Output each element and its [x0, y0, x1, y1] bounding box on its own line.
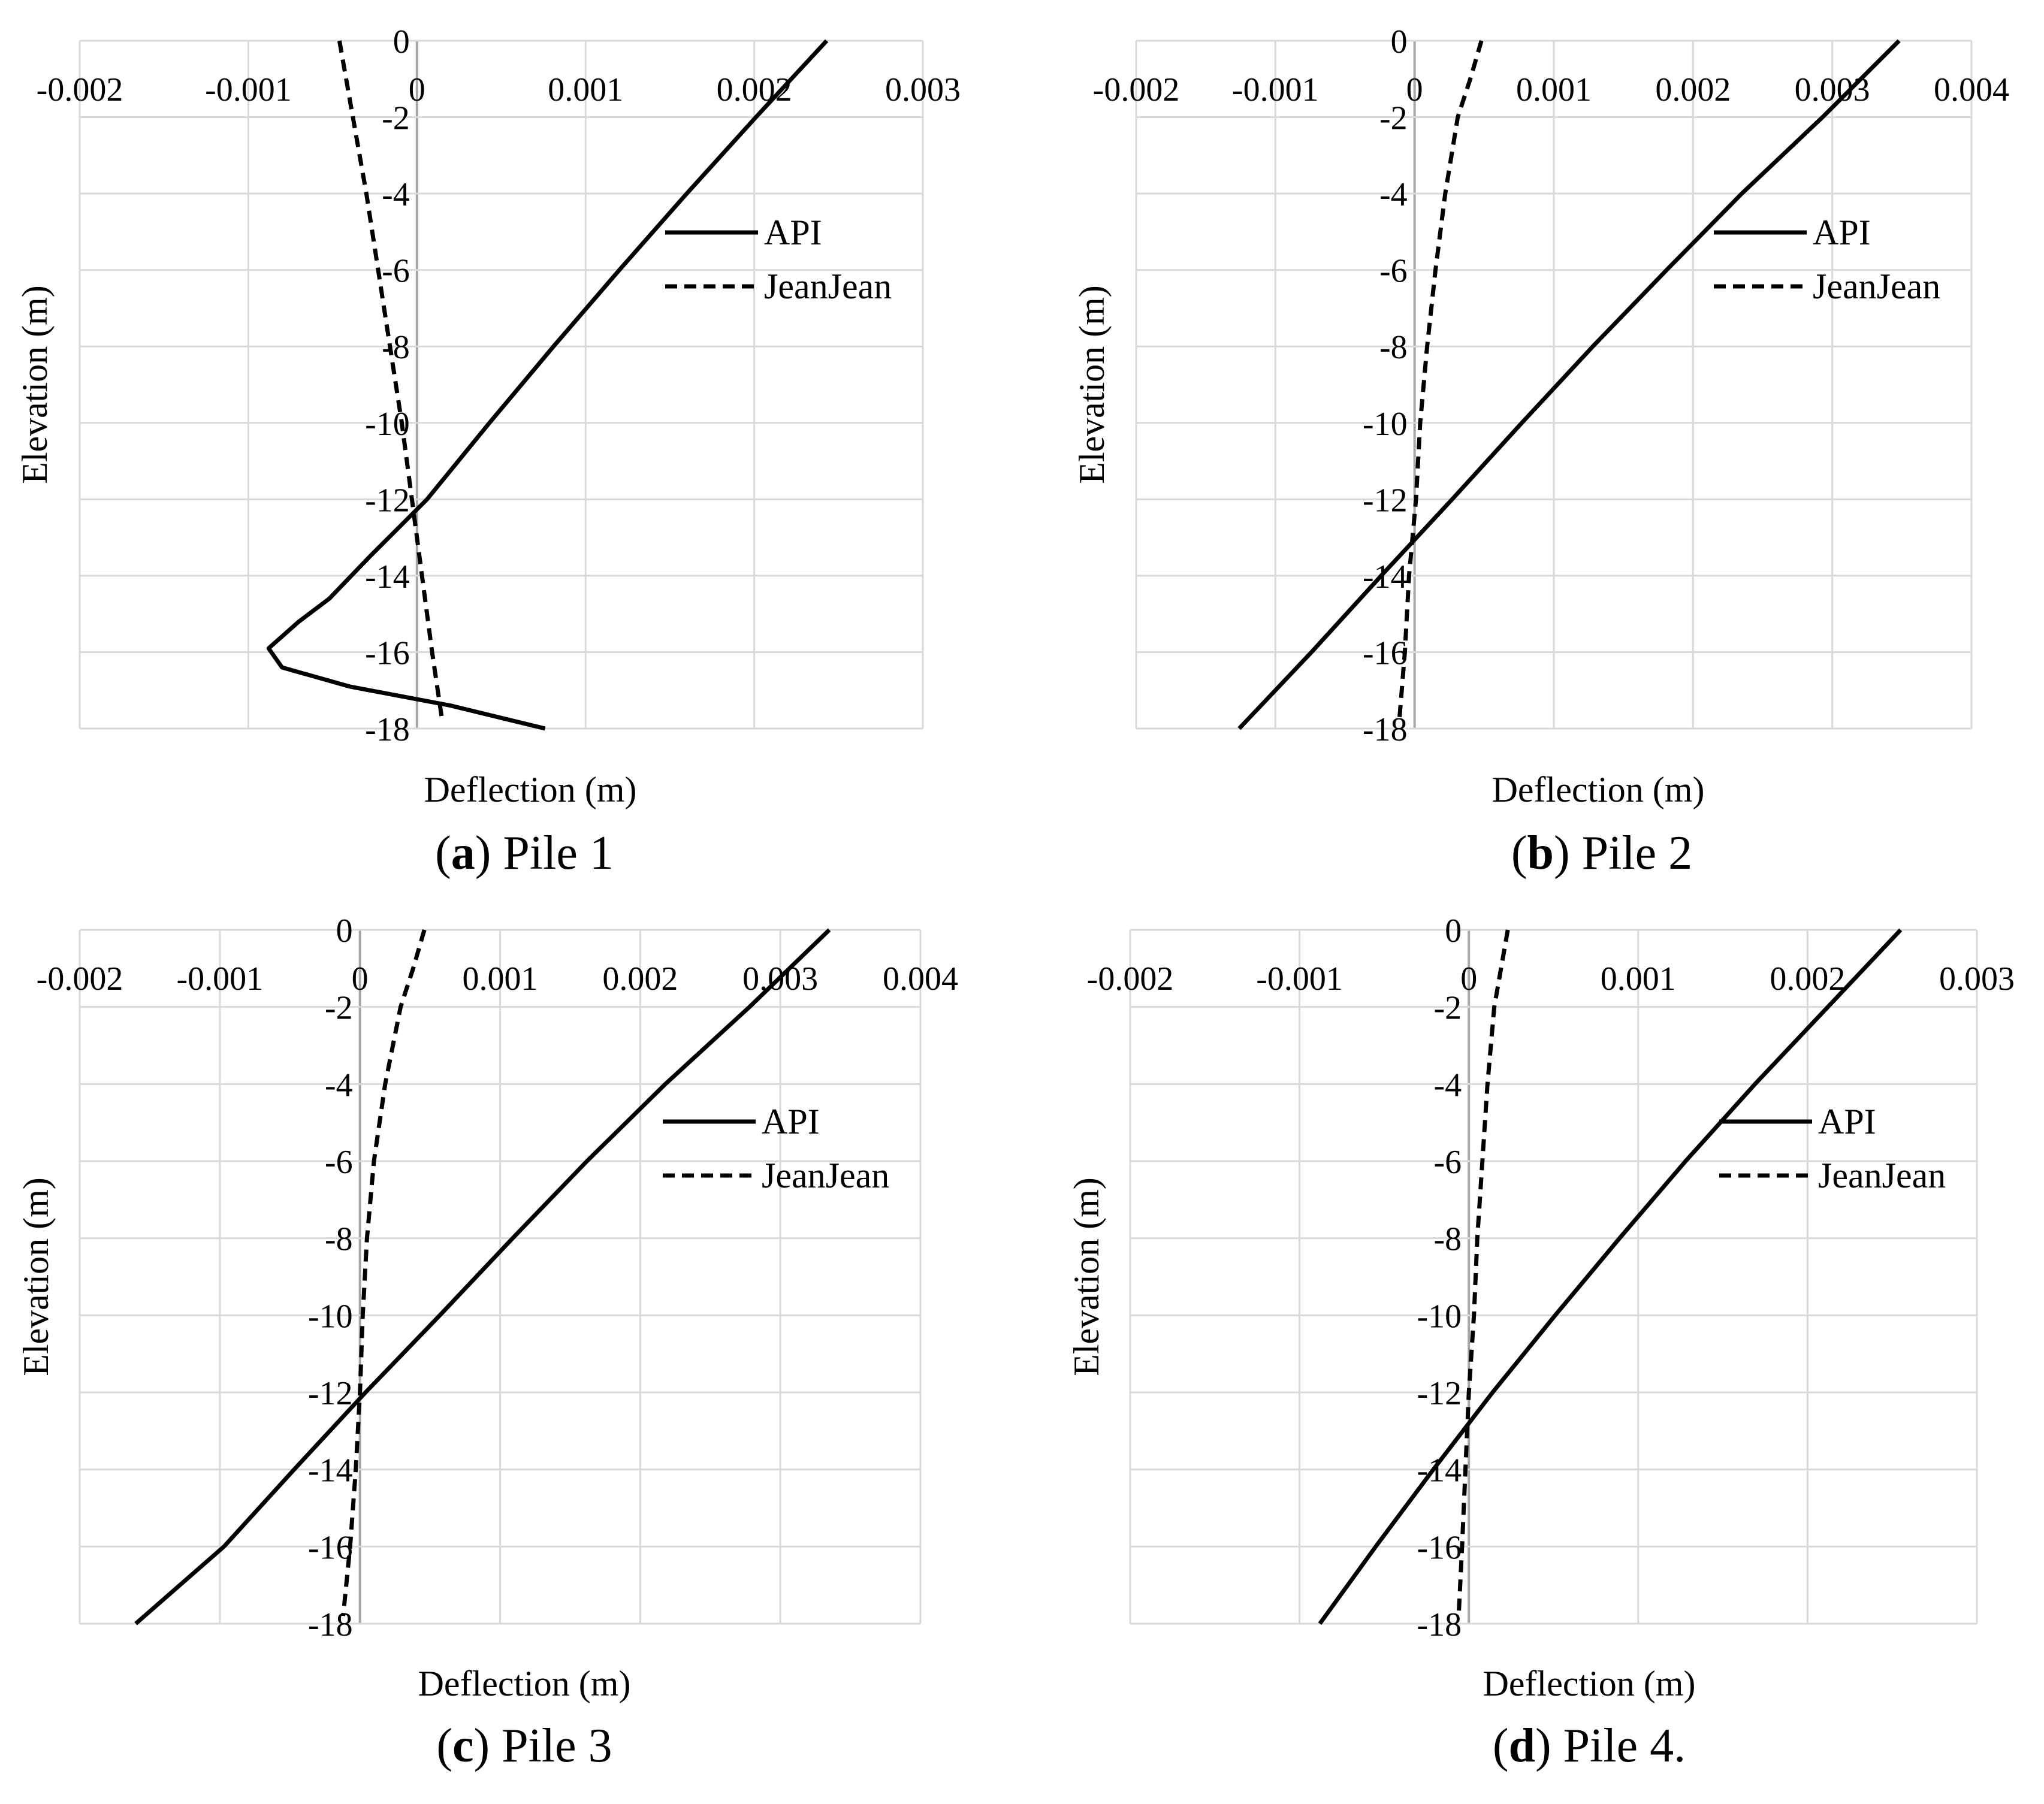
- x-tick-label: 0.001: [1516, 71, 1592, 108]
- legend-label-jeanjean: JeanJean: [764, 267, 892, 306]
- x-tick-label: 0.002: [1770, 960, 1845, 998]
- y-tick-label: -12: [1363, 482, 1408, 519]
- x-axis-title: Deflection (m): [1483, 1664, 1696, 1703]
- x-tick-label: -0.002: [1087, 960, 1174, 998]
- x-axis-title: Deflection (m): [424, 770, 637, 809]
- chart-panel-3: -0.002 -0.001 0 0.001 0.002 0.003 0.0040-2-4-6…: [16, 912, 958, 1772]
- series-line-jeanjean: [1456, 929, 1510, 1616]
- y-tick-label: -10: [1417, 1298, 1462, 1335]
- y-tick-label: -18: [1417, 1606, 1462, 1643]
- series-line-jeanjean: [341, 929, 427, 1616]
- x-tick-label: 0: [352, 960, 369, 998]
- y-tick-label: -10: [308, 1298, 353, 1335]
- y-tick-label: 0: [393, 23, 410, 61]
- y-tick-label: -10: [1363, 406, 1408, 443]
- y-tick-label: -6: [1379, 253, 1408, 290]
- x-tick-label: -0.001: [177, 960, 264, 998]
- y-tick-label: -2: [382, 100, 410, 137]
- y-tick-label: 0: [336, 912, 353, 950]
- series-line-api: [134, 928, 831, 1625]
- y-tick-label: -8: [382, 329, 410, 366]
- legend-label-jeanjean: JeanJean: [762, 1156, 889, 1195]
- x-tick-label: 0.003: [1939, 960, 2015, 998]
- y-tick-label: -6: [382, 253, 410, 290]
- x-tick-label: 0: [1460, 960, 1477, 998]
- legend-label-api: API: [764, 213, 822, 252]
- y-tick-label: -2: [1379, 100, 1408, 137]
- y-tick-label: -8: [325, 1221, 353, 1258]
- y-tick-label: -4: [382, 176, 410, 213]
- legend-label-jeanjean: JeanJean: [1813, 267, 1940, 306]
- x-axis-title: Deflection (m): [418, 1664, 631, 1703]
- y-tick-label: -2: [325, 990, 353, 1027]
- y-tick-label: -8: [1379, 329, 1408, 366]
- series-line-api: [266, 39, 829, 731]
- chart-panel-1: -0.002 -0.001 0 0.001 0.002 0.0030-2-4-6-8-10…: [15, 23, 961, 880]
- x-tick-label: 0.003: [885, 71, 961, 108]
- y-tick-label: -4: [325, 1066, 353, 1104]
- x-tick-label: 0.004: [1934, 71, 2009, 108]
- x-tick-label: -0.001: [1256, 960, 1343, 998]
- legend-label-api: API: [1813, 213, 1871, 252]
- y-tick-label: -2: [1434, 990, 1462, 1027]
- y-tick-label: -12: [308, 1375, 353, 1412]
- y-tick-label: -18: [1363, 711, 1408, 748]
- y-tick-label: -8: [1434, 1221, 1462, 1258]
- series-line-jeanjean: [1397, 40, 1484, 721]
- y-tick-label: 0: [1445, 912, 1462, 950]
- x-tick-label: 0.001: [1601, 960, 1676, 998]
- x-tick-label: 0: [1406, 71, 1423, 108]
- x-tick-label: -0.002: [37, 71, 123, 108]
- x-tick-label: 0.001: [548, 71, 623, 108]
- y-tick-label: -18: [308, 1606, 353, 1643]
- x-tick-label: -0.002: [1093, 71, 1180, 108]
- y-tick-label: -16: [308, 1529, 353, 1566]
- series-line-api: [1318, 928, 1903, 1625]
- x-tick-label: -0.001: [205, 71, 292, 108]
- y-axis-title: Elevation (m): [1072, 285, 1112, 484]
- y-axis-title: Elevation (m): [15, 285, 55, 484]
- y-tick-label: -16: [1417, 1529, 1462, 1566]
- panel-caption: (d) Pile 4.: [1493, 1720, 1686, 1772]
- y-tick-label: -12: [1417, 1375, 1462, 1412]
- y-tick-label: -4: [1379, 176, 1408, 213]
- x-tick-label: 0.003: [1795, 71, 1870, 108]
- panel-caption: (a) Pile 1: [435, 827, 614, 880]
- y-tick-label: -16: [1363, 634, 1408, 672]
- panel-caption: (b) Pile 2: [1511, 827, 1692, 880]
- chart-panel-2: -0.002 -0.001 0 0.001 0.002 0.003 0.0040-2-4-6…: [1072, 23, 2009, 880]
- x-tick-label: 0.001: [463, 960, 538, 998]
- y-tick-label: -6: [325, 1144, 353, 1181]
- y-tick-label: -4: [1434, 1066, 1462, 1104]
- x-tick-label: 0.002: [602, 960, 678, 998]
- y-tick-label: -14: [365, 558, 410, 596]
- x-axis-title: Deflection (m): [1492, 770, 1705, 809]
- y-axis-title: Elevation (m): [1067, 1177, 1106, 1376]
- y-tick-label: -12: [365, 482, 410, 519]
- x-tick-label: -0.002: [37, 960, 123, 998]
- legend-label-api: API: [762, 1102, 820, 1141]
- series-line-jeanjean: [337, 40, 445, 721]
- y-tick-label: -16: [365, 634, 410, 672]
- x-tick-label: 0.002: [1655, 71, 1731, 108]
- x-tick-label: -0.001: [1232, 71, 1319, 108]
- panel-caption: (c) Pile 3: [436, 1720, 612, 1772]
- legend-label-jeanjean: JeanJean: [1818, 1156, 1946, 1195]
- x-tick-label: 0.004: [883, 960, 958, 998]
- y-tick-label: 0: [1391, 23, 1408, 61]
- series-line-api: [1237, 39, 1901, 730]
- chart-panel-4: -0.002 -0.001 0 0.001 0.002 0.0030-2-4-6-8-10…: [1067, 912, 2015, 1772]
- legend-label-api: API: [1818, 1102, 1876, 1141]
- x-tick-label: 0: [409, 71, 425, 108]
- y-axis-title: Elevation (m): [16, 1177, 56, 1376]
- y-tick-label: -18: [365, 711, 410, 748]
- y-tick-label: -6: [1434, 1144, 1462, 1181]
- y-tick-label: -14: [308, 1452, 353, 1489]
